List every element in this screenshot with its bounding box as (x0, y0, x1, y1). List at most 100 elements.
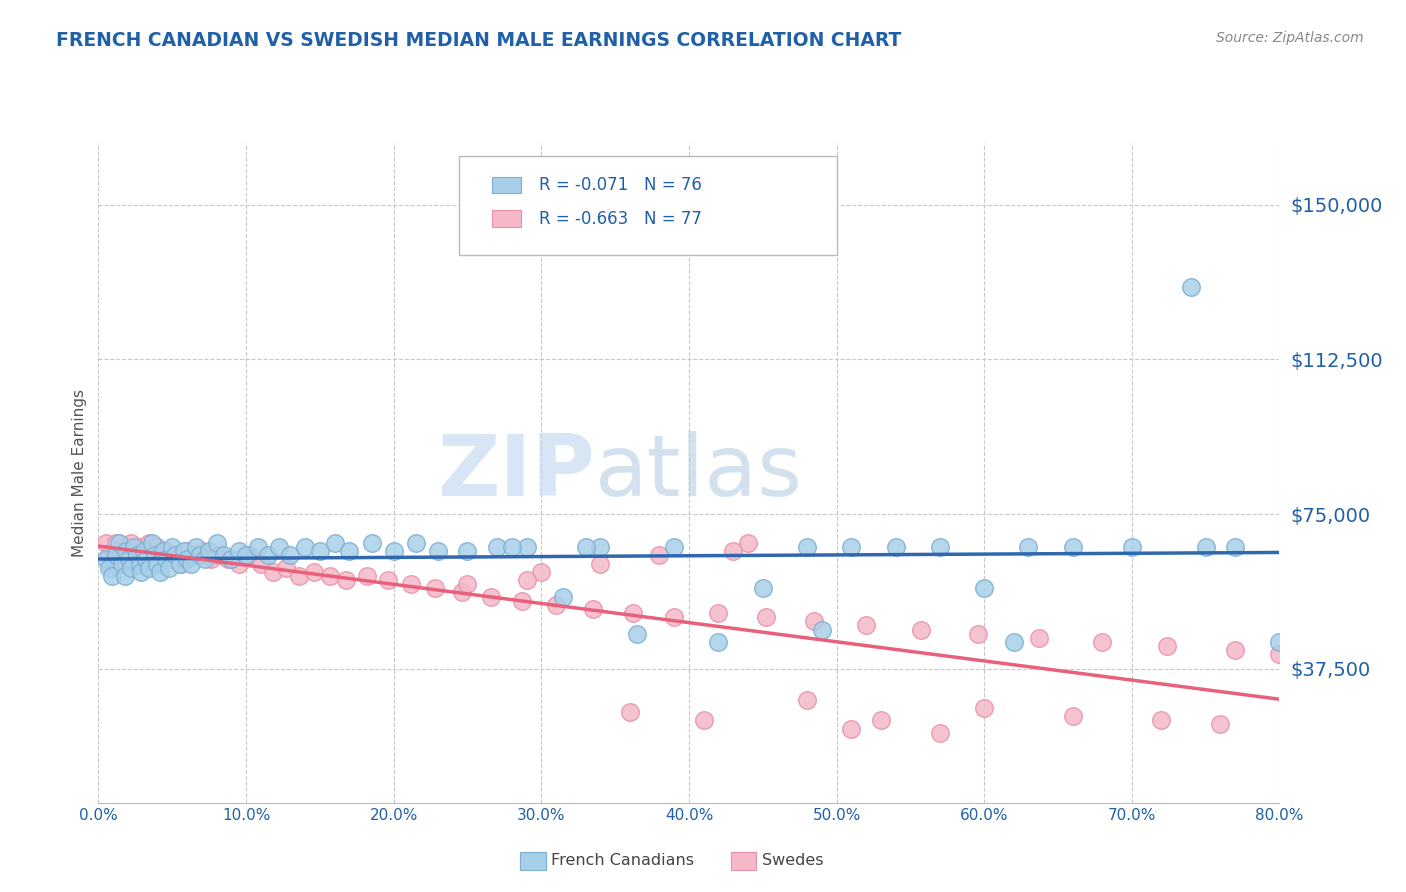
Point (228, 544, 250, 558)
Point (165, 548, 187, 563)
Point (621, 606, 644, 620)
Y-axis label: Median Male Earnings: Median Male Earnings (72, 389, 87, 557)
Point (910, 623, 932, 637)
Point (648, 548, 671, 563)
FancyBboxPatch shape (492, 211, 522, 227)
Point (510, 593, 533, 607)
Point (544, 598, 567, 612)
Point (626, 626, 648, 640)
Point (973, 582, 995, 596)
Point (143, 548, 166, 563)
Point (188, 548, 211, 563)
FancyBboxPatch shape (492, 177, 522, 194)
Point (377, 573, 399, 587)
Point (94, 536, 117, 550)
Point (401, 577, 423, 591)
Point (114, 569, 136, 583)
Point (839, 540, 862, 554)
Point (582, 602, 605, 616)
Point (194, 552, 217, 566)
Point (319, 569, 342, 583)
Point (967, 626, 990, 640)
Point (94, 552, 117, 566)
Point (707, 635, 730, 649)
Point (246, 540, 269, 554)
Point (111, 552, 134, 566)
Point (1150, 714, 1173, 728)
Point (515, 540, 537, 554)
Point (323, 536, 346, 550)
Point (135, 544, 157, 558)
Point (170, 557, 193, 571)
Point (97, 548, 120, 563)
Point (228, 557, 250, 571)
Point (257, 548, 280, 563)
Point (183, 548, 205, 563)
FancyBboxPatch shape (458, 156, 837, 255)
Point (159, 552, 181, 566)
Point (105, 536, 128, 550)
Point (486, 540, 509, 554)
Point (1209, 717, 1232, 731)
Point (751, 582, 773, 596)
Point (278, 548, 302, 563)
Point (356, 569, 378, 583)
Point (530, 565, 553, 579)
Point (138, 536, 160, 550)
Point (176, 544, 198, 558)
Point (157, 560, 180, 574)
Text: FRENCH CANADIAN VS SWEDISH MEDIAN MALE EARNINGS CORRELATION CHART: FRENCH CANADIAN VS SWEDISH MEDIAN MALE E… (56, 31, 901, 50)
Point (1017, 540, 1039, 554)
Point (129, 565, 152, 579)
Point (191, 544, 214, 558)
Point (1223, 540, 1246, 554)
Point (132, 552, 155, 566)
Point (928, 540, 950, 554)
Point (208, 548, 231, 563)
Point (118, 552, 141, 566)
Point (146, 540, 169, 554)
Point (515, 573, 537, 587)
Point (155, 552, 177, 566)
Point (869, 714, 891, 728)
Point (553, 590, 575, 604)
Point (755, 610, 778, 624)
Point (574, 540, 596, 554)
Point (212, 548, 235, 563)
Point (1195, 540, 1218, 554)
Point (1156, 639, 1178, 653)
Point (456, 577, 478, 591)
Text: French Canadians: French Canadians (551, 854, 695, 868)
Point (125, 548, 148, 563)
Point (141, 536, 163, 550)
Point (128, 540, 150, 554)
Point (796, 692, 818, 706)
Point (589, 540, 612, 554)
Point (125, 557, 148, 571)
Point (165, 548, 187, 563)
Point (114, 557, 136, 571)
Point (169, 557, 191, 571)
Point (250, 557, 273, 571)
Point (105, 548, 128, 563)
Point (180, 557, 202, 571)
Point (479, 590, 502, 604)
Text: R = -0.071   N = 76: R = -0.071 N = 76 (538, 176, 702, 194)
Point (176, 552, 198, 566)
Text: R = -0.663   N = 77: R = -0.663 N = 77 (538, 210, 702, 227)
Point (973, 701, 995, 715)
Point (803, 614, 825, 628)
Text: Source: ZipAtlas.com: Source: ZipAtlas.com (1216, 31, 1364, 45)
Point (1268, 635, 1291, 649)
Point (721, 544, 744, 558)
Point (184, 540, 207, 554)
Point (149, 565, 172, 579)
Point (693, 714, 716, 728)
Point (335, 573, 357, 587)
Point (707, 606, 730, 620)
Point (134, 544, 156, 558)
Text: atlas: atlas (595, 431, 803, 515)
Point (150, 548, 173, 563)
Point (141, 548, 163, 563)
Point (122, 548, 145, 563)
